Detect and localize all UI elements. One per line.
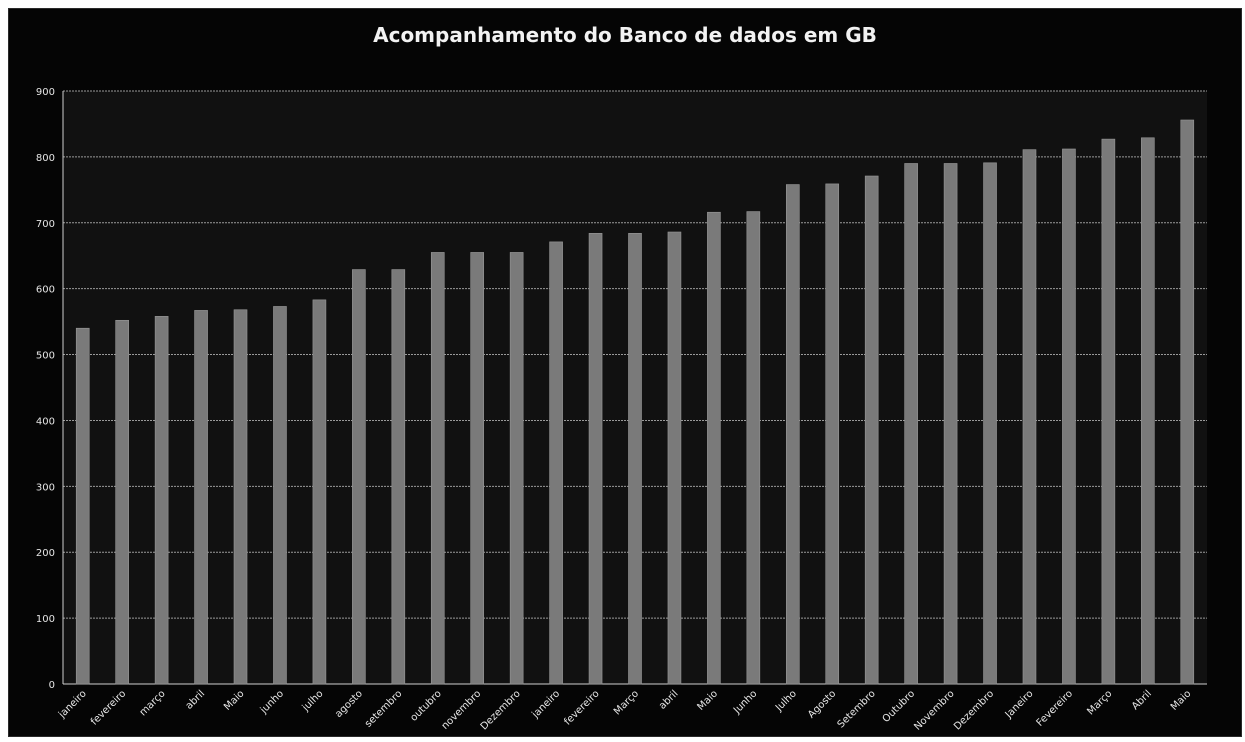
bar: [943, 163, 958, 685]
bar: [1062, 148, 1076, 685]
bar: [785, 184, 800, 685]
bar: [430, 252, 445, 685]
bar: [1180, 119, 1195, 685]
y-tick-label: 600: [36, 285, 55, 296]
x-tick-label: Janeiro: [1003, 688, 1036, 721]
y-tick-label: 0: [49, 680, 55, 691]
y-tick-label: 500: [36, 351, 55, 362]
bar: [1141, 137, 1155, 685]
y-tick-label: 900: [36, 87, 55, 98]
bar: [194, 310, 208, 685]
bar: [75, 327, 90, 685]
x-tick-label: janeiro: [56, 688, 89, 721]
bar: [1022, 149, 1037, 685]
y-tick-label: 400: [36, 416, 55, 427]
bar: [1101, 138, 1116, 685]
x-tick-label: fevereiro: [562, 688, 601, 727]
bar: [667, 231, 682, 685]
bar: [746, 211, 761, 685]
bar: [588, 233, 603, 685]
chart-title: Acompanhamento do Banco de dados em GB: [373, 23, 877, 47]
x-tick-label: Dezembro: [952, 688, 996, 732]
x-tick-label: novembro: [440, 688, 484, 732]
bar: [904, 163, 918, 685]
bar: [509, 252, 524, 685]
x-tick-label: Novembro: [912, 688, 956, 732]
bar: [154, 316, 169, 685]
bar: [825, 183, 840, 685]
bar: [628, 233, 642, 685]
x-tick-label: setembro: [363, 688, 404, 729]
y-tick-label: 700: [36, 219, 55, 230]
x-tick-label: Dezembro: [479, 688, 523, 732]
x-tick-label: Maio: [1169, 688, 1194, 713]
bar: [707, 211, 721, 685]
x-tick-label: março: [138, 688, 168, 718]
bar: [233, 309, 248, 685]
x-tick-label: Abril: [1130, 688, 1154, 712]
x-tick-label: julho: [300, 688, 326, 714]
x-tick-label: Maio: [222, 688, 247, 713]
x-tick-label: Junho: [731, 688, 759, 716]
chart-frame: Acompanhamento do Banco de dados em GB 0…: [8, 8, 1242, 737]
x-tick-label: Setembro: [836, 688, 878, 730]
bar: [352, 269, 366, 685]
bar: [549, 241, 563, 685]
x-tick-label: janeiro: [530, 688, 563, 721]
x-tick-label: Março: [612, 688, 641, 717]
y-tick-label: 200: [36, 548, 55, 559]
bar: [273, 306, 287, 685]
x-tick-label: Março: [1085, 688, 1114, 717]
bar: [983, 162, 997, 685]
x-tick-label: Outubro: [881, 688, 918, 725]
y-tick-label: 300: [36, 482, 55, 493]
bar: [312, 299, 327, 685]
bar: [470, 252, 485, 685]
x-tick-label: Julho: [773, 688, 799, 714]
x-tick-label: Fevereiro: [1035, 688, 1075, 728]
x-tick-label: fevereiro: [89, 688, 128, 727]
x-tick-label: agosto: [333, 688, 365, 720]
x-tick-label: outubro: [408, 688, 443, 723]
y-tick-label: 800: [36, 153, 55, 164]
x-tick-label: junho: [258, 688, 286, 716]
y-tick-label: 100: [36, 614, 55, 625]
x-tick-label: abril: [184, 688, 207, 711]
x-tick-label: abril: [657, 688, 680, 711]
bar: [864, 175, 879, 685]
bar: [115, 319, 129, 685]
x-tick-label: Agosto: [806, 688, 838, 720]
bar: [391, 269, 406, 685]
x-tick-label: Maio: [696, 688, 721, 713]
